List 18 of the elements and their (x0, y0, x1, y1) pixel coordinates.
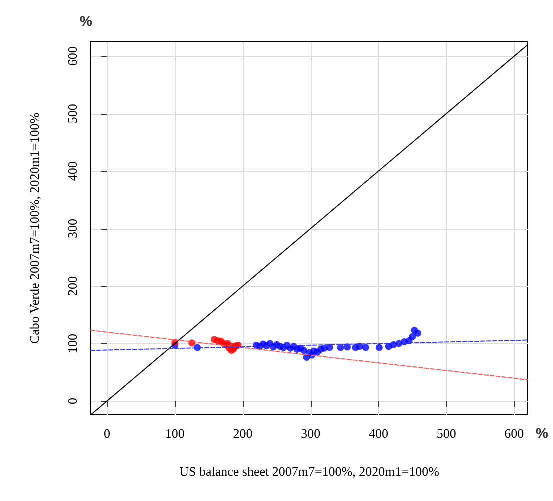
text: % (80, 13, 93, 29)
x-tick-label: 300 (301, 426, 321, 441)
text: % (536, 425, 549, 441)
y-tick-label: 0 (65, 398, 80, 404)
x-tick-label: 500 (436, 426, 456, 441)
x-tick-label: 400 (368, 426, 388, 441)
y-tick-label: 500 (65, 104, 80, 124)
y-axis-title: Cabo Verde 2007m7=100%, 2020m1=100% (27, 112, 42, 344)
x-tick-label: 0 (104, 426, 111, 441)
y-tick-label: 600 (65, 46, 80, 66)
x-tick-label: 200 (233, 426, 253, 441)
y-tick-label: 100 (65, 334, 80, 354)
y-tick-label: 200 (65, 276, 80, 296)
x-tick-label: 100 (165, 426, 185, 441)
y-tick-label: 300 (65, 219, 80, 239)
x-tick-label: 600 (504, 426, 524, 441)
x-axis-title: US balance sheet 2007m7=100%, 2020m1=100% (180, 464, 440, 479)
y-tick-label: 400 (65, 162, 80, 182)
